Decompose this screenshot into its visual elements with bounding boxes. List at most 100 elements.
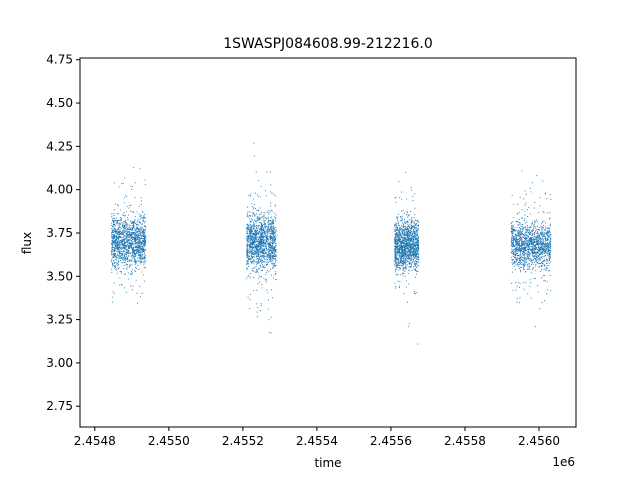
data-point <box>111 216 113 218</box>
data-point <box>247 257 249 259</box>
data-point <box>262 239 264 241</box>
data-point <box>519 258 522 260</box>
data-point <box>261 248 263 250</box>
data-point <box>267 261 269 264</box>
data-point <box>534 232 536 234</box>
data-point <box>137 250 139 252</box>
data-point <box>409 261 411 263</box>
data-point <box>127 272 129 274</box>
data-point <box>407 256 409 258</box>
data-point <box>262 254 264 256</box>
data-point <box>261 233 263 236</box>
data-point <box>515 289 517 291</box>
data-point <box>111 239 113 241</box>
data-point <box>139 258 141 260</box>
data-point <box>122 222 124 224</box>
data-point <box>523 282 525 284</box>
data-point <box>528 244 530 246</box>
data-point <box>396 242 398 245</box>
data-point <box>130 235 132 237</box>
data-point <box>547 267 549 269</box>
data-point <box>395 286 397 288</box>
data-point <box>131 231 133 233</box>
data-point <box>262 234 264 237</box>
data-point <box>126 238 128 240</box>
data-point <box>114 203 116 205</box>
data-point <box>258 246 260 248</box>
data-point <box>405 235 407 237</box>
data-point <box>116 257 118 259</box>
data-point <box>412 253 414 255</box>
data-point <box>117 224 119 226</box>
data-point <box>409 234 411 236</box>
data-point <box>400 229 402 231</box>
data-point <box>408 224 410 227</box>
data-point <box>121 262 123 264</box>
data-point <box>539 205 541 207</box>
data-point <box>123 230 125 232</box>
data-point <box>535 227 537 229</box>
data-point <box>401 234 403 236</box>
data-point <box>252 215 254 217</box>
data-point <box>248 237 250 239</box>
data-point <box>129 285 132 287</box>
data-point <box>259 275 261 277</box>
data-point <box>140 204 142 206</box>
data-point <box>255 254 257 256</box>
data-point <box>401 215 403 217</box>
data-point <box>247 239 249 241</box>
data-point <box>246 243 248 245</box>
data-point <box>260 304 262 307</box>
data-point <box>122 182 124 184</box>
data-point <box>412 241 414 243</box>
data-point <box>394 225 396 227</box>
data-point <box>134 230 136 232</box>
data-point <box>144 179 146 181</box>
data-point <box>274 254 276 256</box>
data-point <box>548 269 550 271</box>
data-point <box>273 238 275 240</box>
data-point <box>247 248 249 250</box>
data-point <box>250 254 252 256</box>
data-point <box>254 245 256 247</box>
data-point <box>114 227 116 230</box>
data-point <box>128 247 131 249</box>
data-point <box>400 243 402 245</box>
data-point <box>516 231 518 233</box>
data-point <box>546 227 548 229</box>
data-point <box>129 242 131 244</box>
data-point <box>127 228 129 230</box>
data-point <box>122 242 124 244</box>
data-point <box>273 254 275 256</box>
data-point <box>113 231 115 234</box>
data-point <box>116 272 118 274</box>
data-point <box>249 215 251 217</box>
data-point <box>271 221 273 223</box>
data-point <box>143 236 145 238</box>
data-point <box>111 259 113 261</box>
data-point <box>511 233 513 235</box>
data-point <box>137 220 139 222</box>
data-point <box>265 263 267 265</box>
data-point <box>408 245 411 248</box>
data-point <box>251 267 253 270</box>
data-point <box>521 218 523 220</box>
data-point <box>255 246 257 248</box>
data-point <box>417 249 419 252</box>
data-point <box>401 210 403 212</box>
data-point <box>398 233 401 235</box>
data-point <box>112 291 114 293</box>
data-point <box>252 225 254 227</box>
data-point <box>408 257 410 259</box>
data-point <box>249 239 251 241</box>
data-point <box>414 252 416 254</box>
data-point <box>251 262 253 264</box>
data-point <box>417 258 419 260</box>
data-point <box>273 229 275 231</box>
data-point <box>112 246 115 249</box>
data-point <box>128 252 130 255</box>
data-point <box>267 263 269 265</box>
data-point <box>143 255 145 257</box>
data-point <box>395 201 397 203</box>
data-point <box>262 266 264 268</box>
